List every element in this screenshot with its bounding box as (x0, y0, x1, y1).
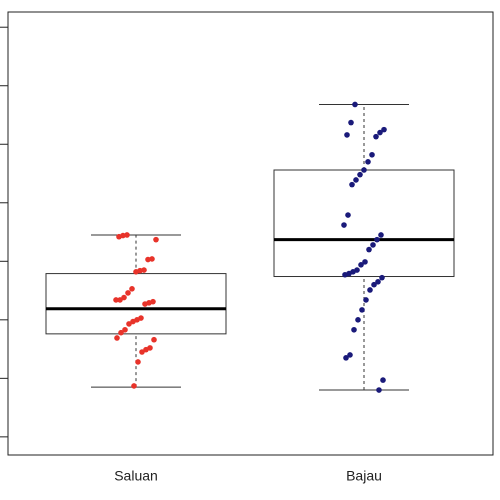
data-point (344, 132, 350, 138)
data-point (145, 256, 151, 263)
data-point (377, 129, 383, 136)
data-point (129, 286, 135, 292)
data-point (345, 212, 351, 218)
data-point (374, 236, 380, 243)
data-point (353, 177, 359, 183)
data-point (357, 171, 363, 178)
data-point (371, 281, 377, 288)
data-point (348, 119, 354, 126)
plot-frame (7, 11, 494, 456)
data-point (117, 297, 123, 303)
data-point (125, 290, 131, 296)
data-point (151, 336, 157, 343)
data-point (363, 297, 369, 303)
data-point (373, 133, 379, 140)
data-point (366, 246, 372, 253)
data-point (351, 326, 357, 333)
x-tick-label: Saluan (114, 468, 158, 484)
data-point (131, 383, 137, 389)
data-point (139, 349, 145, 355)
data-point (116, 233, 122, 240)
data-point (355, 317, 361, 323)
data-point (342, 271, 348, 278)
data-point (341, 222, 347, 228)
data-point (349, 181, 355, 188)
data-point (370, 242, 376, 248)
data-point (133, 269, 139, 275)
data-point (122, 326, 128, 333)
data-point (343, 355, 349, 361)
x-tick-label: Bajau (346, 468, 382, 484)
data-point (379, 274, 385, 281)
box (45, 273, 227, 335)
data-point (114, 335, 120, 341)
data-point (369, 151, 375, 158)
data-point (359, 307, 365, 313)
data-point (153, 236, 159, 243)
data-point (142, 301, 148, 307)
data-point (378, 232, 384, 238)
data-point (126, 321, 132, 327)
data-point (367, 287, 373, 293)
data-point (375, 278, 381, 285)
data-point (365, 159, 371, 165)
data-point (118, 329, 124, 336)
data-point (381, 126, 387, 133)
data-point (362, 259, 368, 265)
data-point (376, 387, 382, 393)
data-point (352, 101, 358, 108)
data-point (380, 377, 386, 383)
data-point (347, 352, 353, 358)
data-point (113, 297, 119, 303)
data-point (358, 262, 364, 268)
data-point (135, 359, 141, 365)
data-point (361, 167, 367, 173)
